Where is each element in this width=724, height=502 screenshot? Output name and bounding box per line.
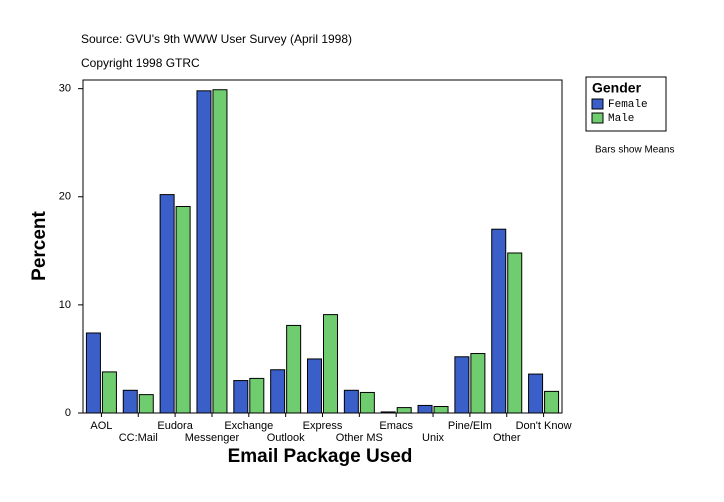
x-tick-label: AOL: [90, 420, 112, 432]
y-tick-label: 0: [65, 407, 71, 419]
x-tick-label: Other: [493, 432, 521, 444]
bar: [138, 394, 154, 414]
legend-swatch: [591, 98, 604, 110]
legend-label: Female: [608, 99, 648, 111]
bar: [396, 407, 412, 414]
x-tick-label: Don't Know: [516, 420, 572, 432]
x-tick-label: Emacs: [379, 420, 413, 432]
x-tick-label: Eudora: [157, 420, 193, 432]
bar: [307, 358, 322, 414]
x-tick-label: CC:Mail: [119, 432, 158, 444]
legend-label: Male: [608, 113, 634, 125]
plot-frame: [82, 79, 563, 414]
x-tick-label: Exchange: [224, 420, 273, 432]
bar: [507, 252, 523, 414]
bar: [286, 324, 302, 414]
bar: [122, 389, 138, 414]
bar: [343, 389, 359, 414]
bar: [359, 391, 375, 414]
legend-title: Gender: [592, 80, 642, 96]
x-tick-label: Pine/Elm: [448, 420, 492, 432]
bar: [380, 411, 396, 414]
y-tick-label: 20: [59, 191, 71, 203]
bar: [233, 380, 249, 414]
x-tick-label: Messenger: [185, 432, 240, 444]
x-tick-label: Express: [303, 420, 343, 432]
chart-subtitle: Copyright 1998 GTRC: [81, 56, 200, 70]
y-tick-label: 10: [59, 299, 71, 311]
bar: [249, 377, 265, 414]
bar: [175, 205, 191, 414]
bar: [212, 89, 228, 414]
bar: [528, 373, 544, 414]
bar: [544, 390, 560, 414]
annotation: Bars show Means: [595, 145, 674, 156]
y-tick-label: 30: [59, 83, 71, 95]
legend-swatch: [591, 112, 604, 124]
x-tick-label: Outlook: [267, 432, 305, 444]
x-axis-label: Email Package Used: [228, 446, 413, 467]
bar: [270, 369, 286, 414]
bar: [159, 194, 175, 414]
x-tick-label: Unix: [422, 432, 445, 444]
bar: [85, 332, 101, 414]
x-tick-label: Other MS: [336, 432, 383, 444]
bar: [323, 314, 338, 414]
bar: [196, 90, 212, 414]
bar: [101, 371, 117, 414]
chart-title: Source: GVU's 9th WWW User Survey (April…: [81, 32, 352, 46]
bar: [433, 406, 449, 414]
bar: [470, 353, 486, 414]
bar: [454, 356, 470, 414]
bar: [491, 228, 507, 414]
bar: [417, 404, 433, 414]
y-axis-label: Percent: [29, 210, 50, 280]
